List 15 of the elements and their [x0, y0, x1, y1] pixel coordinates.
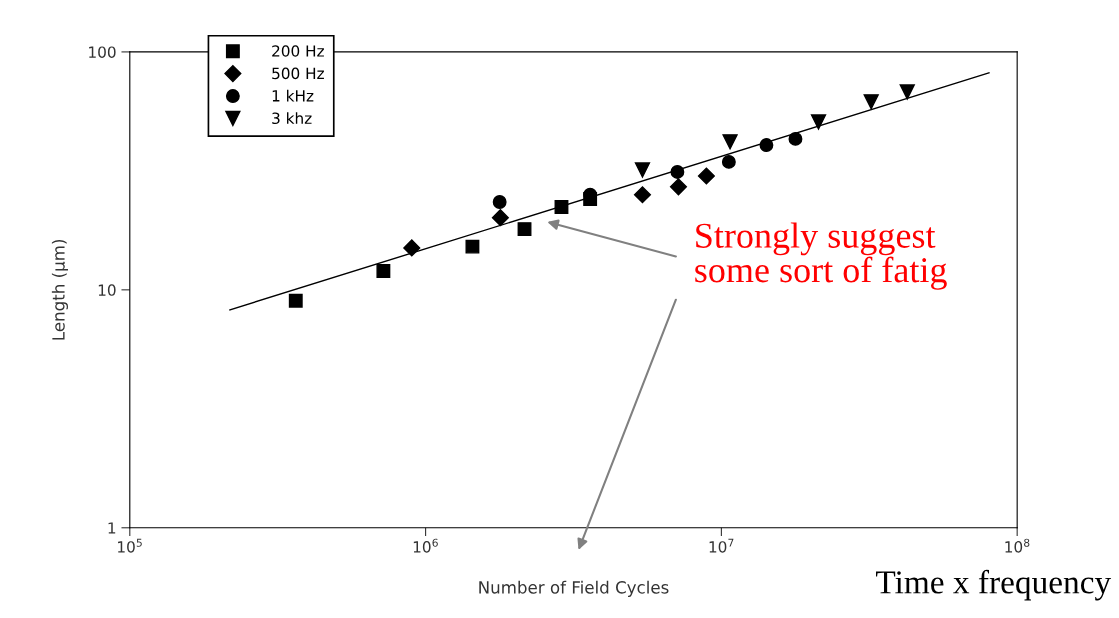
y-axis-title: Length (µm)	[51, 239, 68, 340]
x-tick-label: 10$^{5}$	[118, 538, 142, 553]
legend-label: 1 kHz	[272, 89, 314, 102]
text: Time x frequency	[876, 569, 1112, 601]
y-tick-label: 10	[98, 284, 116, 296]
x-axis-title: Number of Field Cycles	[479, 580, 669, 597]
legend-label: 200 Hz	[272, 45, 324, 57]
x-tick-label: 10$^{8}$	[1005, 538, 1030, 553]
y-tick-label: 1	[108, 522, 116, 534]
annotation: Strongly suggest some sort of fatig	[695, 222, 947, 290]
x-tick-label: 10$^{7}$	[709, 538, 734, 553]
x-tick-label: 10$^{6}$	[413, 538, 438, 553]
legend-label: 3 khz	[272, 112, 312, 125]
legend-label: 500 Hz	[272, 67, 324, 80]
y-tick-label: 100	[89, 46, 116, 58]
